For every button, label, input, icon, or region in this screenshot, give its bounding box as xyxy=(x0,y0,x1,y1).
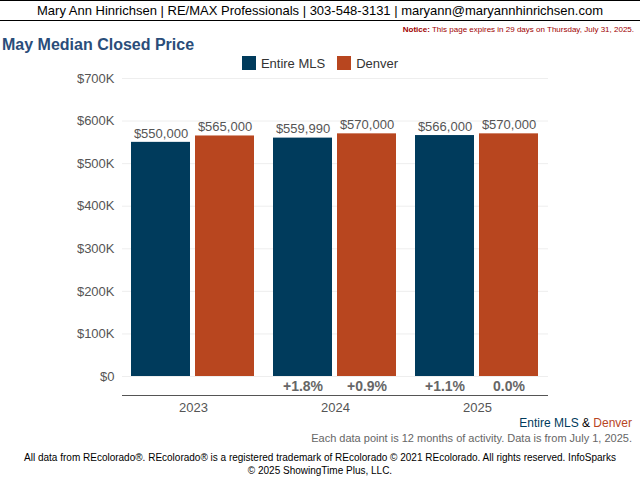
svg-text:$559,990: $559,990 xyxy=(276,121,330,136)
svg-text:$565,000: $565,000 xyxy=(198,119,252,134)
svg-text:$600K: $600K xyxy=(77,113,115,128)
svg-text:$570,000: $570,000 xyxy=(482,117,536,132)
svg-text:$500K: $500K xyxy=(77,156,115,171)
svg-text:+1.1%: +1.1% xyxy=(425,378,466,394)
svg-text:+0.9%: +0.9% xyxy=(347,378,388,394)
html-text:All data from REcolorado®. REc: All data from REcolorado®. REcolorado® i… xyxy=(24,452,616,476)
svg-text:$400K: $400K xyxy=(77,198,115,213)
svg-text:2025: 2025 xyxy=(463,400,492,415)
html-text:Entire MLS & Denver: Entire MLS & Denver xyxy=(519,416,632,430)
html-text:Each data point is 12 months o: Each data point is 12 months of activity… xyxy=(311,432,632,444)
html-text:May Median Closed Price: May Median Closed Price xyxy=(2,36,195,53)
svg-text:2024: 2024 xyxy=(321,400,350,415)
html-text:Notice: This page expires in 2: Notice: This page expires in 29 days on … xyxy=(402,25,634,34)
html-text:Denver: Denver xyxy=(356,56,399,71)
svg-text:$200K: $200K xyxy=(77,284,115,299)
svg-text:2023: 2023 xyxy=(179,400,208,415)
svg-text:$570,000: $570,000 xyxy=(340,117,394,132)
svg-text:0.0%: 0.0% xyxy=(493,378,525,394)
svg-text:$300K: $300K xyxy=(77,241,115,256)
svg-text:$550,000: $550,000 xyxy=(134,126,188,141)
svg-text:+1.8%: +1.8% xyxy=(283,378,324,394)
svg-text:$0: $0 xyxy=(100,369,114,384)
svg-text:$700K: $700K xyxy=(77,71,115,86)
html-text:Mary Ann Hinrichsen | RE/MAX P: Mary Ann Hinrichsen | RE/MAX Professiona… xyxy=(37,3,603,18)
html-text:Entire MLS: Entire MLS xyxy=(260,56,326,71)
svg-text:$566,000: $566,000 xyxy=(418,119,472,134)
svg-text:$100K: $100K xyxy=(77,326,115,341)
